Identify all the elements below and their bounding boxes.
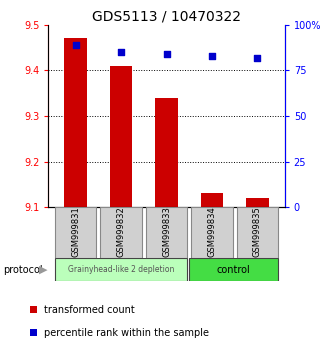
Title: GDS5113 / 10470322: GDS5113 / 10470322 [92, 10, 241, 24]
Bar [64, 39, 87, 207]
Text: protocol: protocol [3, 265, 43, 275]
Text: GSM999831: GSM999831 [71, 206, 80, 257]
Text: percentile rank within the sample: percentile rank within the sample [44, 328, 209, 338]
Bar [155, 98, 178, 207]
Text: GSM999832: GSM999832 [117, 206, 126, 257]
Bar [146, 207, 187, 258]
Text: GSM999833: GSM999833 [162, 206, 171, 257]
Bar [246, 198, 269, 207]
Bar [236, 207, 278, 258]
Text: GSM999835: GSM999835 [253, 206, 262, 257]
Bar [55, 258, 187, 281]
Text: GSM999834: GSM999834 [207, 206, 216, 257]
Text: Grainyhead-like 2 depletion: Grainyhead-like 2 depletion [68, 266, 174, 274]
Point [209, 53, 215, 59]
Text: control: control [217, 265, 251, 275]
Point [164, 51, 169, 57]
Text: transformed count: transformed count [44, 305, 135, 315]
Bar [110, 66, 133, 207]
Bar [191, 207, 233, 258]
Point [73, 42, 78, 48]
Text: ▶: ▶ [39, 265, 48, 275]
Bar [189, 258, 278, 281]
Bar [55, 207, 97, 258]
Point [118, 49, 124, 55]
Bar [100, 207, 142, 258]
Point [255, 55, 260, 61]
Bar [200, 193, 223, 207]
